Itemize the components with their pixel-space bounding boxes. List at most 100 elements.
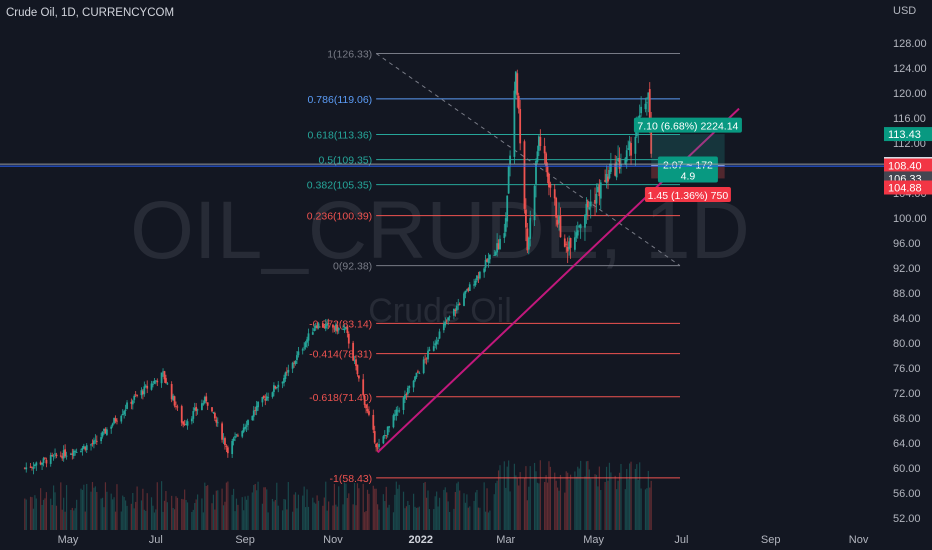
candles bbox=[23, 69, 653, 475]
candle-body bbox=[536, 151, 539, 162]
price-tag-entry-text: 108.40 bbox=[888, 161, 922, 173]
candle-body bbox=[273, 385, 275, 393]
candle-body bbox=[39, 462, 42, 465]
candle-body bbox=[334, 324, 337, 331]
candle-body bbox=[29, 466, 32, 468]
volume-bar bbox=[175, 496, 177, 530]
candle-body bbox=[342, 329, 344, 330]
candle-body bbox=[422, 359, 425, 374]
candle-body bbox=[598, 184, 601, 197]
volume-bar bbox=[194, 503, 196, 530]
volume-bar bbox=[284, 499, 287, 530]
volume-bar bbox=[86, 483, 88, 530]
volume-bar bbox=[296, 508, 298, 530]
candle-body bbox=[81, 447, 84, 451]
fib-level-label: -0.618(71.40) bbox=[309, 392, 372, 404]
candle-body bbox=[192, 411, 195, 419]
candle-body bbox=[474, 280, 477, 286]
volume-bar bbox=[454, 491, 456, 530]
volume-bar bbox=[80, 488, 82, 530]
fib-level-label: -0.414(78.31) bbox=[309, 349, 372, 361]
candle-body bbox=[41, 462, 43, 465]
candle-body bbox=[405, 393, 408, 395]
candle-body bbox=[225, 445, 228, 447]
volume-bar bbox=[358, 488, 360, 530]
candle-body bbox=[594, 199, 596, 204]
volume-bar bbox=[443, 489, 445, 530]
candle-body bbox=[506, 195, 509, 222]
candle-body bbox=[553, 189, 556, 199]
candle-body bbox=[493, 255, 496, 256]
candle-body bbox=[75, 452, 78, 453]
candle-body bbox=[609, 163, 612, 172]
volume-bar bbox=[535, 471, 537, 530]
position-stop-label-box[interactable] bbox=[644, 186, 731, 202]
volume-bar bbox=[302, 495, 304, 530]
candle-body bbox=[404, 394, 406, 399]
candle-body bbox=[162, 371, 164, 373]
candle-body bbox=[32, 467, 35, 469]
volume-bar bbox=[568, 479, 570, 530]
volume-bar bbox=[569, 474, 572, 530]
candle-body bbox=[533, 185, 536, 221]
volume-bar bbox=[106, 491, 108, 530]
volume-bar bbox=[353, 483, 356, 530]
volume-bar bbox=[202, 512, 204, 530]
candle-body bbox=[100, 437, 103, 442]
candle-body bbox=[182, 421, 185, 425]
position-entry-label-box[interactable] bbox=[657, 156, 718, 183]
volume-bar bbox=[146, 493, 148, 530]
candle-body bbox=[640, 106, 643, 114]
volume-bar bbox=[489, 510, 491, 530]
volume-bar bbox=[244, 496, 246, 530]
volume-bar bbox=[254, 483, 256, 530]
volume-bar bbox=[497, 470, 500, 530]
candle-body bbox=[307, 333, 310, 341]
volume-bar bbox=[136, 486, 138, 530]
volume-bar bbox=[374, 488, 376, 530]
volume-bar bbox=[585, 461, 587, 530]
candle-body bbox=[362, 379, 365, 396]
candle-body bbox=[202, 403, 205, 405]
volume-bar bbox=[182, 499, 184, 530]
candle-body bbox=[304, 342, 307, 348]
price-axis-tick: 84.00 bbox=[893, 313, 921, 325]
candle-body bbox=[242, 427, 245, 433]
volume-bar bbox=[554, 472, 556, 530]
position-target-label-box[interactable] bbox=[633, 117, 742, 133]
candle-body bbox=[180, 406, 183, 423]
volume-bar bbox=[45, 492, 47, 530]
volume-bar bbox=[355, 505, 357, 530]
candle-body bbox=[314, 325, 317, 329]
volume-bar bbox=[51, 505, 53, 530]
candle-body bbox=[546, 165, 549, 177]
candle-body bbox=[424, 358, 427, 360]
volume-bar bbox=[629, 463, 631, 530]
candle-body bbox=[94, 439, 97, 441]
volume-bar bbox=[436, 491, 438, 530]
volume-bar bbox=[184, 489, 186, 530]
price-tag-last-text: 104.88 bbox=[888, 183, 922, 195]
volume-bar bbox=[447, 501, 449, 530]
candle-body bbox=[375, 443, 378, 448]
volume-bar bbox=[326, 510, 328, 530]
volume-bar bbox=[479, 507, 481, 530]
volume-bar bbox=[414, 506, 416, 530]
volume-bar bbox=[418, 506, 420, 530]
volume-bar bbox=[456, 483, 458, 530]
candle-body bbox=[345, 327, 347, 329]
candle-body bbox=[584, 215, 586, 228]
volume-bar bbox=[277, 505, 279, 530]
candle-body bbox=[141, 391, 144, 395]
candle-body bbox=[74, 451, 77, 452]
time-axis-tick: Jul bbox=[149, 534, 163, 546]
candle-body bbox=[343, 328, 346, 331]
volume-bar bbox=[342, 504, 344, 530]
candle-body bbox=[432, 346, 435, 351]
volume-bar bbox=[438, 497, 441, 530]
volume-bar bbox=[70, 509, 72, 530]
candle-body bbox=[417, 371, 419, 373]
volume-bar bbox=[153, 512, 155, 530]
volume-bar bbox=[29, 496, 32, 530]
